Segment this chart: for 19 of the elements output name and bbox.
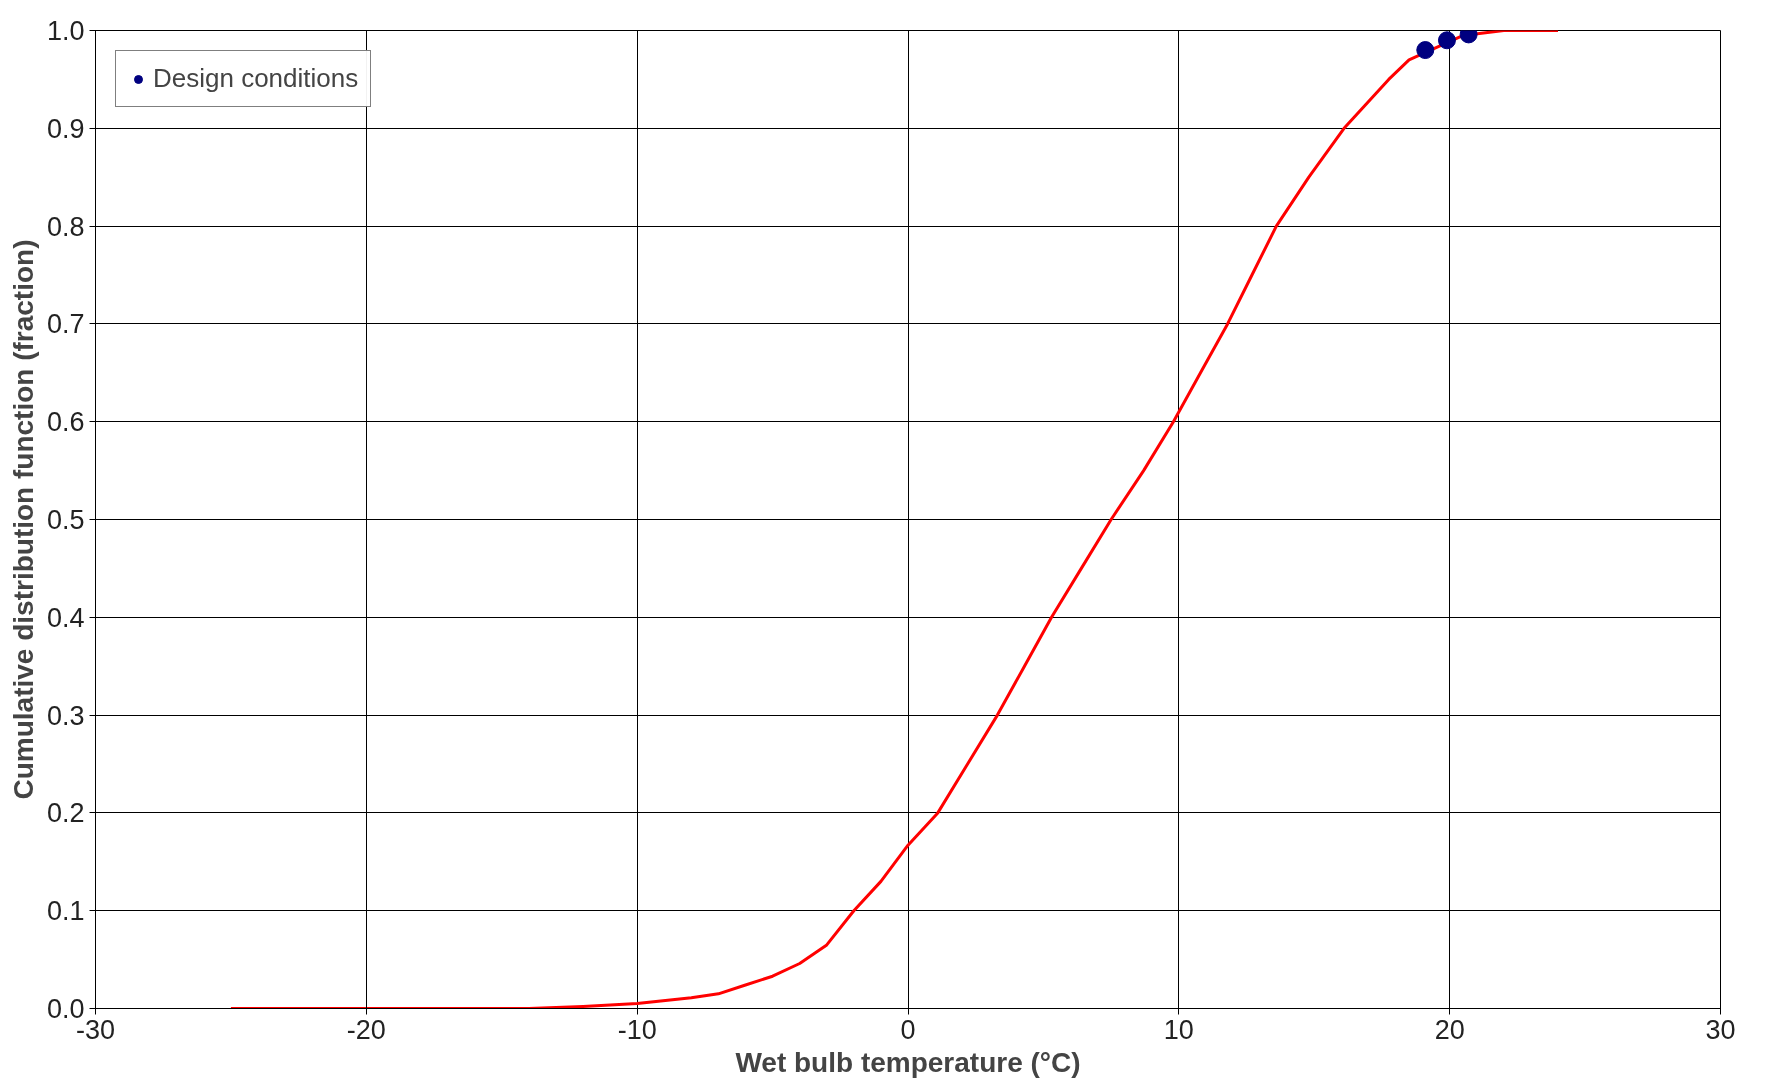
x-tick-label: 10 [1163, 1014, 1194, 1045]
y-tick-label: 0.6 [46, 407, 85, 438]
x-tick-label: 20 [1434, 1014, 1465, 1045]
y-tick-label: 0.9 [46, 113, 85, 144]
y-tick-label: 0.8 [46, 211, 85, 242]
y-tick-label: 0.5 [46, 505, 85, 535]
x-tick-label: -10 [617, 1014, 657, 1045]
y-tick-label: 0.3 [46, 700, 85, 731]
legend-label: Design conditions [153, 63, 359, 94]
y-tick-label: 1.0 [46, 16, 85, 46]
x-tick-label: 30 [1705, 1014, 1736, 1045]
y-tick-label: 0.4 [46, 602, 85, 633]
x-tick-label: 0 [900, 1014, 916, 1045]
x-tick-label: -20 [346, 1014, 386, 1045]
y-tick-label: 0.7 [46, 309, 85, 340]
x-axis-title: Wet bulb temperature (°C) [735, 1046, 1081, 1078]
y-tick-label: 0.2 [46, 798, 85, 829]
y-tick-label: 0.1 [46, 896, 85, 927]
y-axis-title: Cumulative distribution function (fraction) [7, 239, 39, 800]
